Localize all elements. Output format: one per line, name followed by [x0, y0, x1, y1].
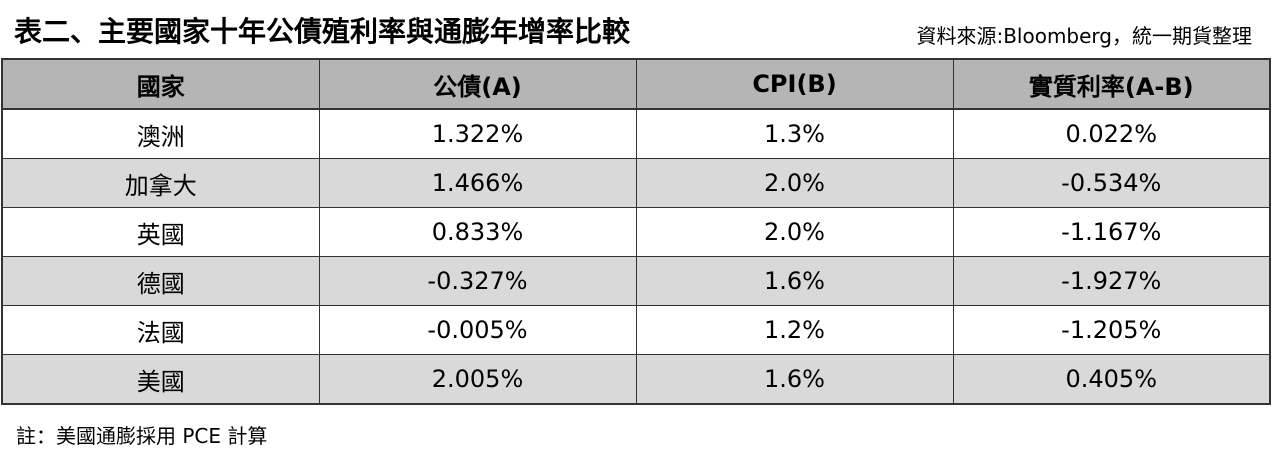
table-row: 法國 -0.005% 1.2% -1.205%: [1, 305, 1271, 355]
table-cell: -0.534%: [952, 158, 1271, 208]
table-row: 美國 2.005% 1.6% 0.405%: [1, 354, 1271, 405]
table-cell: 加拿大: [1, 158, 320, 208]
table-cell: 英國: [1, 207, 320, 257]
table-cell: -1.927%: [952, 256, 1271, 306]
table-cell: -1.205%: [952, 305, 1271, 355]
table-row: 德國 -0.327% 1.6% -1.927%: [1, 256, 1271, 306]
column-header: 實質利率(A-B): [952, 58, 1271, 110]
table-row: 澳洲 1.322% 1.3% 0.022%: [1, 108, 1271, 159]
table-cell: 1.466%: [318, 158, 637, 208]
table-row: 加拿大 1.466% 2.0% -0.534%: [1, 158, 1271, 208]
column-header: CPI(B): [635, 58, 954, 110]
table-cell: -1.167%: [952, 207, 1271, 257]
table-cell: 0.405%: [952, 354, 1271, 405]
title: 表二、主要國家十年公債殖利率與通膨年增率比較: [14, 15, 631, 48]
table-body: 澳洲 1.322% 1.3% 0.022% 加拿大 1.466% 2.0% -0.534% 英國…: [1, 108, 1271, 405]
table-cell: 法國: [1, 305, 320, 355]
note: 註：美國通膨採用 PCE 計算: [16, 424, 268, 448]
table-cell: 1.3%: [635, 108, 954, 159]
table: 國家 公債(A) CPI(B) 實質利率(A-B) 澳洲 1.322% 1.3% 0.022…: [1, 58, 1271, 405]
column-header: 公債(A): [318, 58, 637, 110]
source: 資料來源:Bloomberg，統一期貨整理: [916, 24, 1252, 48]
table-cell: 德國: [1, 256, 320, 306]
table-cell: 美國: [1, 354, 320, 405]
table-cell: 0.833%: [318, 207, 637, 257]
header-row: 國家 公債(A) CPI(B) 實質利率(A-B): [1, 58, 1271, 110]
table-cell: 2.005%: [318, 354, 637, 405]
table-cell: 2.0%: [635, 207, 954, 257]
table-cell: 1.6%: [635, 354, 954, 405]
table-cell: 1.2%: [635, 305, 954, 355]
table-cell: 0.022%: [952, 108, 1271, 159]
column-header: 國家: [1, 58, 320, 110]
table-cell: 2.0%: [635, 158, 954, 208]
table-cell: -0.005%: [318, 305, 637, 355]
table-cell: -0.327%: [318, 256, 637, 306]
table-cell: 1.6%: [635, 256, 954, 306]
table-cell: 1.322%: [318, 108, 637, 159]
table-row: 英國 0.833% 2.0% -1.167%: [1, 207, 1271, 257]
table-cell: 澳洲: [1, 108, 320, 159]
